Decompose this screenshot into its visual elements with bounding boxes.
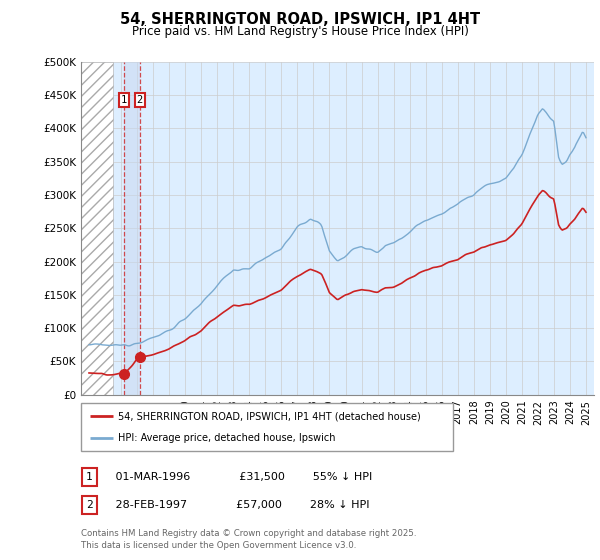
Text: 1: 1: [121, 95, 127, 105]
FancyBboxPatch shape: [81, 403, 453, 451]
Text: 01-MAR-1996              £31,500        55% ↓ HPI: 01-MAR-1996 £31,500 55% ↓ HPI: [105, 472, 372, 482]
Text: 1: 1: [86, 472, 93, 482]
FancyBboxPatch shape: [82, 468, 97, 486]
Text: Contains HM Land Registry data © Crown copyright and database right 2025.
This d: Contains HM Land Registry data © Crown c…: [81, 529, 416, 550]
Text: 2: 2: [137, 95, 143, 105]
Bar: [124, 62, 140, 395]
Text: 54, SHERRINGTON ROAD, IPSWICH, IP1 4HT: 54, SHERRINGTON ROAD, IPSWICH, IP1 4HT: [120, 12, 480, 27]
Text: 54, SHERRINGTON ROAD, IPSWICH, IP1 4HT (detached house): 54, SHERRINGTON ROAD, IPSWICH, IP1 4HT (…: [118, 411, 421, 421]
FancyBboxPatch shape: [82, 496, 97, 514]
Text: 28-FEB-1997              £57,000        28% ↓ HPI: 28-FEB-1997 £57,000 28% ↓ HPI: [105, 500, 370, 510]
Text: Price paid vs. HM Land Registry's House Price Index (HPI): Price paid vs. HM Land Registry's House …: [131, 25, 469, 38]
Text: HPI: Average price, detached house, Ipswich: HPI: Average price, detached house, Ipsw…: [118, 433, 336, 443]
Text: 2: 2: [86, 500, 93, 510]
